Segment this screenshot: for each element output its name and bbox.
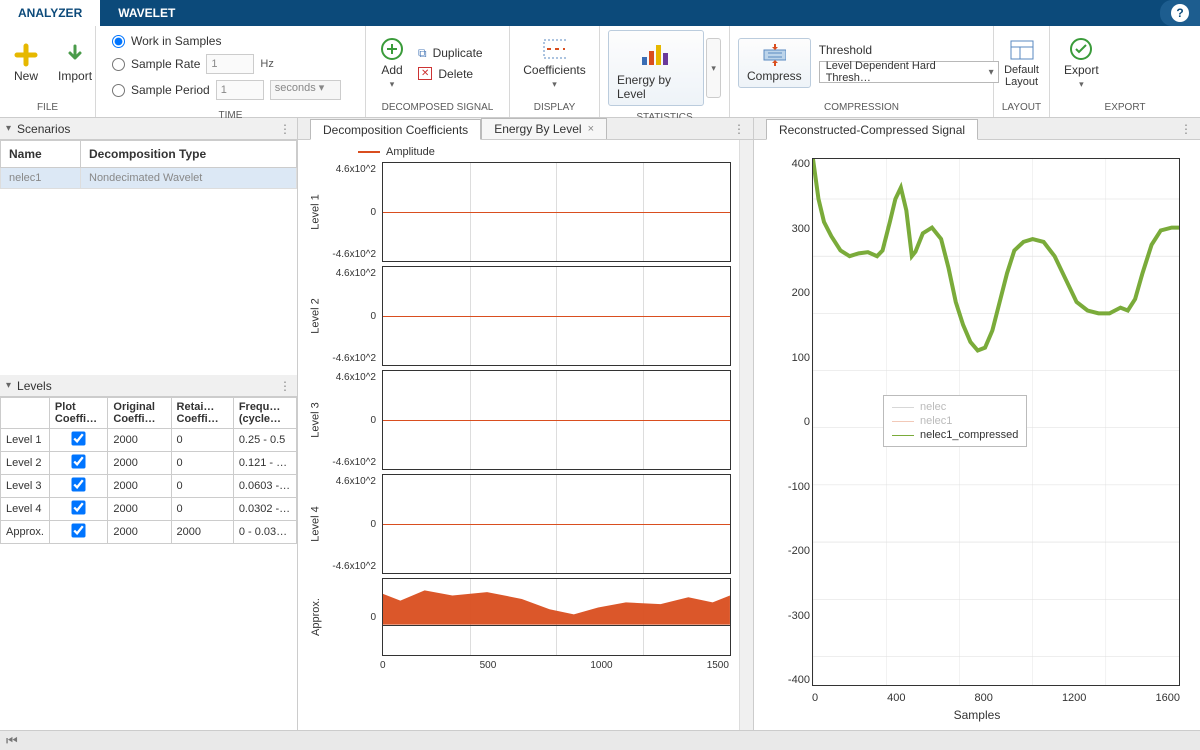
table-row[interactable]: nelec1Nondecimated Wavelet [1, 168, 297, 189]
coefficients-button[interactable]: Coefficients ▾ [517, 33, 591, 94]
chevron-down-icon: ▾ [1079, 79, 1084, 90]
chevron-down-icon: ▾ [711, 63, 716, 74]
plot-checkbox[interactable] [72, 454, 86, 468]
level-plot: Level 4 4.6x10^20-4.6x10^2 [308, 474, 731, 574]
compression-group-label: COMPRESSION [730, 100, 993, 117]
scenarios-menu[interactable]: ⋮ [279, 122, 291, 136]
xlabel-samples: Samples [766, 708, 1188, 722]
col-orig[interactable]: Original Coeffi… [108, 398, 171, 429]
energy-by-level-button[interactable]: Energy by Level [608, 30, 704, 106]
energy-label: Energy by Level [617, 73, 695, 101]
coefficients-label: Coefficients [523, 63, 585, 77]
sample-rate-radio[interactable]: Sample Rate Hz [112, 54, 341, 74]
col-freq[interactable]: Frequ… (cycle… [233, 398, 296, 429]
plus-icon [14, 43, 38, 67]
compress-icon [762, 43, 786, 67]
table-row[interactable]: Level 3200000.0603 -… [1, 475, 297, 498]
delete-button[interactable]: ✕ Delete [418, 65, 483, 83]
col-ret[interactable]: Retai… Coeffi… [171, 398, 233, 429]
help-button[interactable]: ? [1160, 0, 1200, 26]
scenarios-header: ▾ Scenarios ⋮ [0, 118, 297, 140]
level-plot: Level 3 4.6x10^20-4.6x10^2 [308, 370, 731, 470]
col-type[interactable]: Decomposition Type [81, 141, 297, 168]
level-plot: Approx. 0 [308, 578, 731, 656]
sample-rate-input[interactable] [206, 54, 254, 74]
import-icon [63, 43, 87, 67]
display-group-label: DISPLAY [510, 100, 599, 117]
chevron-down-icon: ▾ [390, 79, 395, 90]
import-label: Import [58, 69, 92, 83]
amplitude-legend: Amplitude [308, 146, 731, 158]
duplicate-button[interactable]: ⧉ Duplicate [418, 44, 483, 63]
new-button[interactable]: New [8, 39, 44, 87]
work-in-samples-radio[interactable]: Work in Samples [112, 34, 341, 48]
scenarios-title: Scenarios [17, 122, 70, 136]
plot-checkbox[interactable] [72, 500, 86, 514]
close-icon[interactable]: × [588, 123, 594, 135]
table-row[interactable]: Level 2200000.121 - … [1, 452, 297, 475]
threshold-select[interactable]: Level Dependent Hard Thresh… [819, 61, 999, 83]
reconstructed-plot: 4003002001000-100-200-300-400 nelecnelec… [766, 150, 1188, 722]
chevron-down-icon: ▾ [552, 79, 557, 90]
threshold-label: Threshold [819, 43, 999, 57]
tab-reconstructed[interactable]: Reconstructed-Compressed Signal [766, 119, 978, 140]
table-row[interactable]: Level 4200000.0302 -… [1, 498, 297, 521]
table-row[interactable]: Approx.200020000 - 0.03… [1, 521, 297, 544]
plot-checkbox[interactable] [72, 523, 86, 537]
export-button[interactable]: Export ▾ [1058, 33, 1105, 94]
layout-group-label: LAYOUT [994, 100, 1049, 117]
mid-panel-menu[interactable]: ⋮ [725, 118, 753, 139]
scrollbar[interactable] [739, 140, 753, 730]
levels-header: ▾ Levels ⋮ [0, 375, 297, 397]
ribbon-tab-analyzer[interactable]: ANALYZER [0, 0, 100, 26]
compress-label: Compress [747, 69, 802, 83]
right-legend: nelecnelec1nelec1_compressed [883, 395, 1027, 447]
ribbon-tab-wavelet[interactable]: WAVELET [100, 0, 193, 26]
sample-period-input[interactable] [216, 80, 264, 100]
duplicate-icon: ⧉ [418, 46, 427, 61]
new-label: New [14, 69, 38, 83]
levels-title: Levels [17, 379, 52, 393]
right-panel-menu[interactable]: ⋮ [1172, 118, 1200, 139]
add-label: Add [381, 63, 402, 77]
status-bar: ⏮ [0, 730, 1200, 750]
level-plot: Level 1 4.6x10^20-4.6x10^2 [308, 162, 731, 262]
export-label: Export [1064, 63, 1099, 77]
sample-period-unit-select[interactable]: seconds ▾ [270, 80, 342, 100]
layout-icon [1010, 38, 1034, 62]
scenarios-table: Name Decomposition Type nelec1Nondecimat… [0, 140, 297, 189]
check-circle-icon [1069, 37, 1093, 61]
add-button[interactable]: Add ▾ [374, 33, 410, 94]
plot-checkbox[interactable] [72, 431, 86, 445]
levels-table: Plot Coeffi… Original Coeffi… Retai… Coe… [0, 397, 297, 544]
collapse-icon[interactable]: ▾ [6, 123, 11, 134]
levels-menu[interactable]: ⋮ [279, 379, 291, 393]
compress-button[interactable]: Compress [738, 38, 811, 88]
default-layout-label: Default Layout [1004, 64, 1039, 88]
default-layout-button[interactable]: Default Layout [998, 34, 1045, 92]
col-plot[interactable]: Plot Coeffi… [49, 398, 107, 429]
col-name[interactable]: Name [1, 141, 81, 168]
sample-period-radio[interactable]: Sample Period seconds ▾ [112, 80, 341, 100]
rewind-icon[interactable]: ⏮ [6, 733, 18, 749]
collapse-icon[interactable]: ▾ [6, 380, 11, 391]
delete-icon: ✕ [418, 67, 432, 80]
add-circle-icon [380, 37, 404, 61]
tab-decomp-coeffs[interactable]: Decomposition Coefficients [310, 119, 481, 140]
level-plot: Level 2 4.6x10^20-4.6x10^2 [308, 266, 731, 366]
file-group-label: FILE [0, 100, 95, 117]
help-icon: ? [1171, 4, 1189, 22]
export-group-label: EXPORT [1050, 100, 1200, 117]
bar-chart-icon [638, 35, 674, 71]
table-row[interactable]: Level 1200000.25 - 0.5 [1, 429, 297, 452]
plot-checkbox[interactable] [72, 477, 86, 491]
tab-energy-by-level[interactable]: Energy By Level× [481, 118, 607, 139]
import-button[interactable]: Import [52, 39, 98, 87]
coefficients-icon [543, 37, 567, 61]
stats-dropdown[interactable]: ▾ [706, 38, 721, 98]
decomp-group-label: DECOMPOSED SIGNAL [366, 100, 509, 117]
